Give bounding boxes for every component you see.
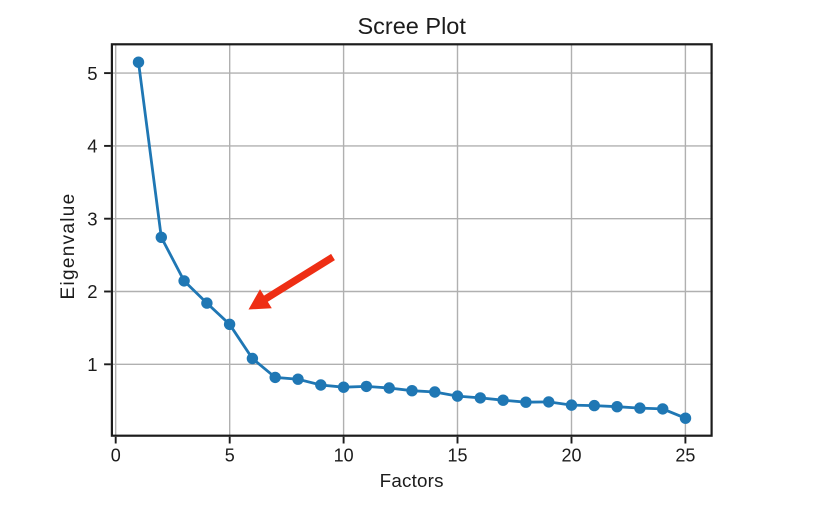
svg-text:3: 3 [87,208,97,229]
svg-text:4: 4 [87,136,97,157]
svg-text:2: 2 [87,281,97,302]
svg-text:Eigenvalue: Eigenvalue [58,192,79,299]
svg-text:5: 5 [87,63,97,84]
svg-text:25: 25 [675,446,695,466]
svg-text:15: 15 [447,446,467,466]
svg-text:0: 0 [111,446,121,466]
svg-text:10: 10 [334,446,354,466]
svg-text:5: 5 [225,446,235,466]
svg-text:20: 20 [561,446,581,466]
svg-text:1: 1 [87,354,97,375]
svg-text:Factors: Factors [380,470,444,491]
svg-text:Scree Plot: Scree Plot [357,13,466,39]
